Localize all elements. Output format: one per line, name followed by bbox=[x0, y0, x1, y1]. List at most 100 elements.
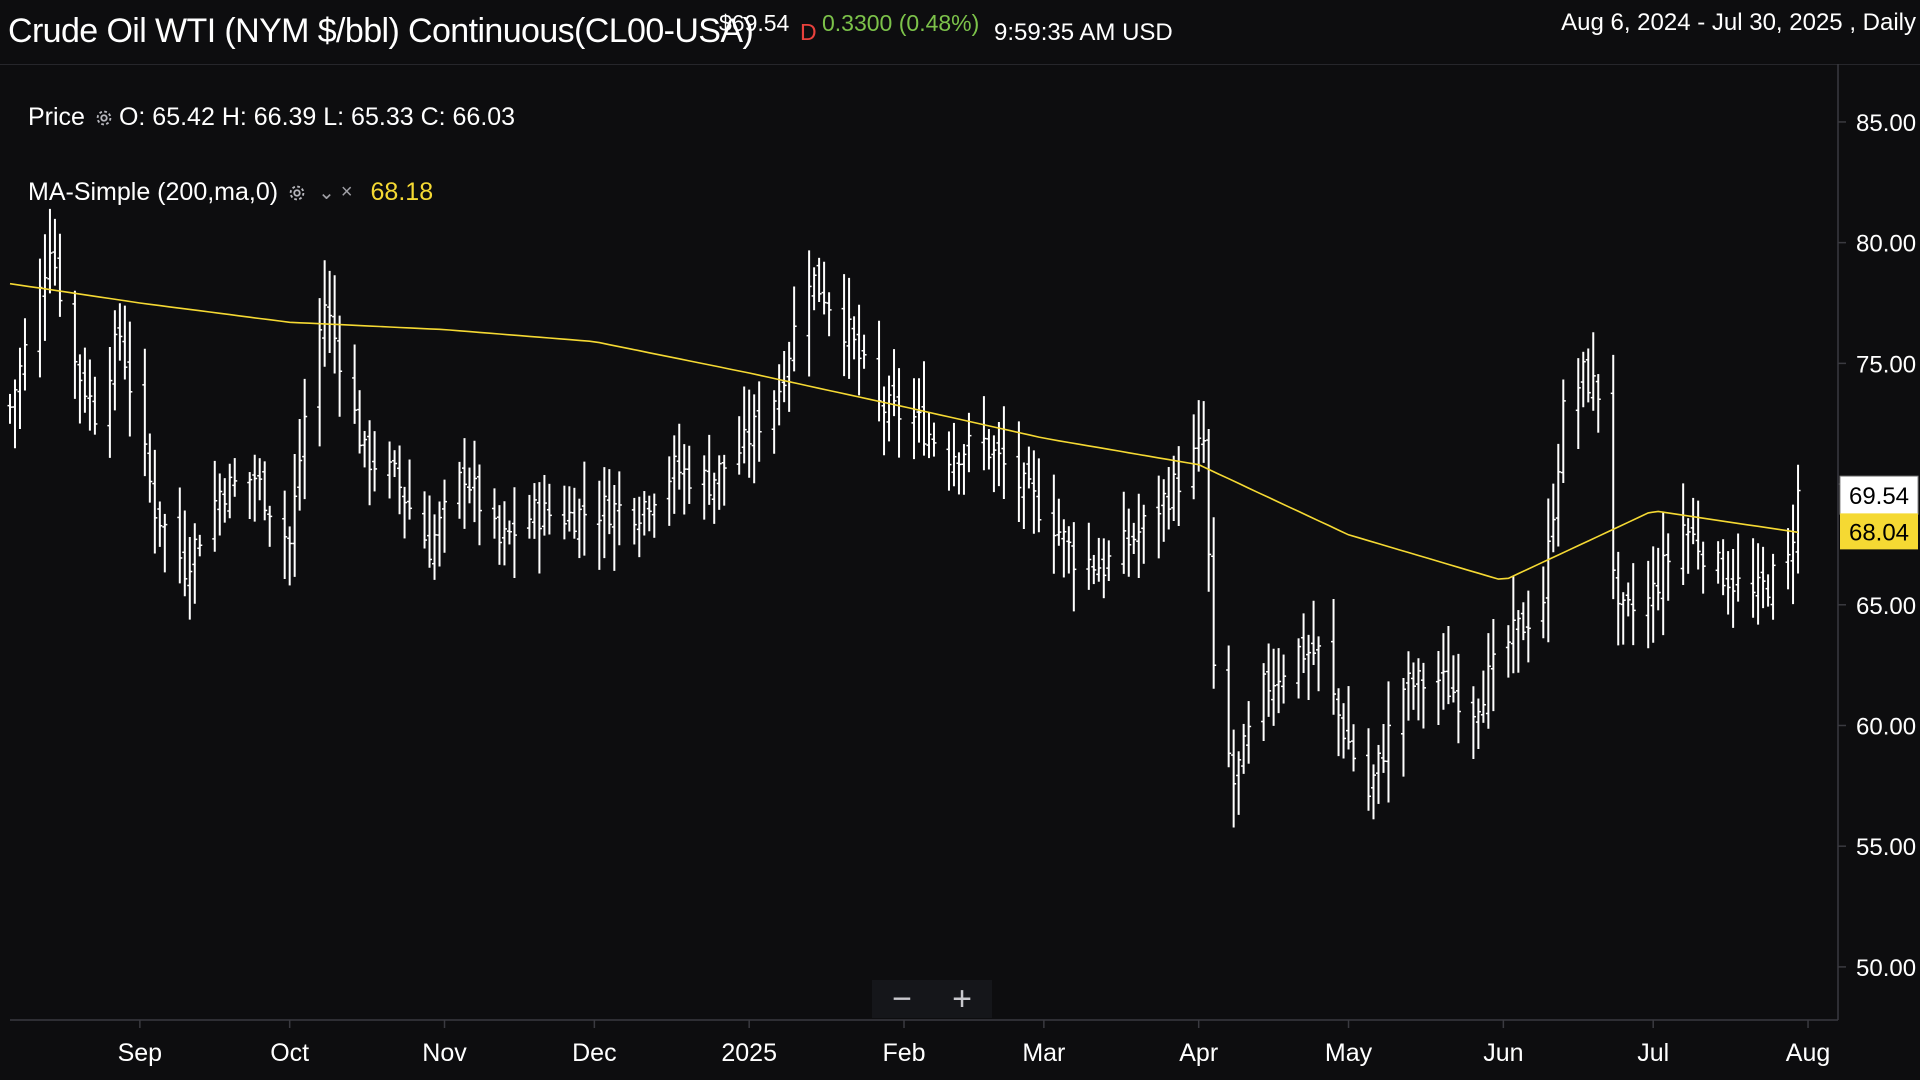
ma-settings-gear-icon[interactable] bbox=[286, 182, 308, 204]
x-tick-label: May bbox=[1325, 1039, 1373, 1067]
ohlc-bar bbox=[1306, 634, 1312, 701]
ohlc-bar bbox=[1550, 483, 1556, 553]
ohlc-bar bbox=[816, 257, 822, 302]
ohlc-bar bbox=[601, 467, 607, 559]
ohlc-bar bbox=[7, 393, 13, 424]
ohlc-bar bbox=[541, 474, 547, 536]
ma-expand-chevron-icon[interactable]: ⌄ bbox=[318, 182, 335, 204]
ohlc-bar bbox=[1420, 662, 1426, 729]
ohlc-bar bbox=[1276, 648, 1282, 714]
ohlc-bar bbox=[47, 208, 53, 294]
instrument-title: Crude Oil WTI (NYM $/bbl) Continuous(CL0… bbox=[8, 12, 754, 50]
ohlc-bar bbox=[886, 375, 892, 442]
ohlc-bar bbox=[1331, 599, 1337, 715]
ohlc-bar bbox=[1016, 421, 1022, 523]
ohlc-bar bbox=[956, 452, 962, 495]
ohlc-bar bbox=[946, 431, 952, 491]
ohlc-bar bbox=[337, 315, 343, 417]
y-tick-label: 65.00 bbox=[1856, 593, 1916, 620]
x-tick-label: Nov bbox=[422, 1039, 467, 1067]
ohlc-bar bbox=[1201, 401, 1207, 463]
x-tick-label: Aug bbox=[1786, 1039, 1830, 1067]
ohlc-bar bbox=[1575, 358, 1581, 450]
ohlc-bar bbox=[1191, 414, 1197, 500]
ohlc-bar bbox=[217, 473, 223, 536]
ohlc-bar bbox=[1470, 686, 1476, 760]
ohlc-bar bbox=[1790, 504, 1796, 605]
ohlc-bar bbox=[1480, 670, 1486, 723]
ohlc-bar bbox=[1620, 592, 1626, 645]
ohlc-bar bbox=[1490, 619, 1496, 712]
ohlc-bar bbox=[466, 467, 472, 504]
zoom-in-button[interactable]: + bbox=[952, 980, 972, 1018]
ohlc-bar bbox=[1351, 724, 1357, 772]
ohlc-bar bbox=[631, 497, 637, 545]
y-tick-label: 50.00 bbox=[1856, 955, 1916, 982]
ohlc-bar bbox=[981, 396, 987, 471]
ohlc-bar bbox=[736, 416, 742, 475]
ohlc-bar bbox=[367, 420, 373, 506]
ohlc-bar bbox=[1505, 625, 1511, 678]
ohlc-bar bbox=[232, 458, 238, 497]
ma-legend-value: 68.18 bbox=[370, 178, 434, 206]
zoom-controls: − + bbox=[872, 980, 992, 1018]
ohlc-bar bbox=[1156, 475, 1162, 559]
ohlc-bar bbox=[177, 487, 183, 584]
ohlc-bar bbox=[776, 364, 782, 426]
ohlc-bar bbox=[741, 386, 747, 464]
ohlc-bar bbox=[1106, 540, 1112, 582]
ohlc-bar bbox=[1525, 590, 1531, 663]
ohlc-bar bbox=[496, 505, 502, 565]
ohlc-bar bbox=[192, 523, 198, 604]
ohlc-bar bbox=[432, 514, 438, 580]
ohlc-bar bbox=[1625, 582, 1631, 617]
ohlc-bar bbox=[37, 258, 43, 378]
ohlc-bar bbox=[1655, 547, 1661, 611]
ohlc-bar bbox=[841, 274, 847, 377]
ohlc-bar bbox=[282, 490, 288, 580]
ohlc-bar bbox=[1645, 560, 1651, 649]
ohlc-bar bbox=[1765, 574, 1771, 607]
ohlc-bar bbox=[1750, 538, 1756, 618]
ohlc-bar bbox=[786, 341, 792, 412]
ohlc-bar bbox=[506, 520, 512, 545]
ohlc-bar bbox=[1720, 539, 1726, 596]
ohlc-bar bbox=[392, 450, 398, 478]
ohlc-bar bbox=[1630, 563, 1636, 646]
zoom-out-button[interactable]: − bbox=[892, 980, 912, 1018]
ohlc-bar bbox=[961, 444, 967, 495]
date-range-selector[interactable]: Aug 6, 2024 - Jul 30, 2025 , Daily bbox=[1561, 9, 1916, 36]
ohlc-bar bbox=[457, 461, 462, 519]
ohlc-bar bbox=[1415, 658, 1421, 721]
ohlc-bar bbox=[611, 485, 617, 571]
ohlc-bar bbox=[711, 472, 717, 524]
ohlc-bar bbox=[526, 494, 532, 539]
ma-remove-close-icon[interactable]: × bbox=[340, 181, 353, 203]
ohlc-bar bbox=[117, 303, 123, 361]
ohlc-bar bbox=[357, 390, 363, 454]
ohlc-bar bbox=[362, 430, 368, 468]
ohlc-bar bbox=[12, 379, 18, 449]
ohlc-bars bbox=[7, 208, 1801, 828]
ohlc-bar bbox=[87, 359, 93, 431]
delayed-flag: D bbox=[800, 19, 817, 45]
chart-header: Crude Oil WTI (NYM $/bbl) Continuous(CL0… bbox=[0, 0, 1920, 65]
ohlc-bar bbox=[991, 435, 997, 493]
ohlc-bar bbox=[222, 478, 228, 523]
price-settings-gear-icon[interactable] bbox=[93, 107, 115, 129]
ohlc-bar bbox=[1760, 546, 1766, 609]
ohlc-bar bbox=[1650, 546, 1656, 643]
price-legend: Price O: 65.42 H: 66.39 L: 65.33 C: 66.0… bbox=[28, 103, 515, 132]
x-tick-label: Feb bbox=[882, 1039, 925, 1067]
ohlc-bar bbox=[1435, 651, 1441, 726]
ohlc-bar bbox=[1051, 474, 1057, 574]
ohlc-bar bbox=[437, 501, 443, 567]
ohlc-bar bbox=[157, 501, 163, 547]
ohlc-bar bbox=[1380, 724, 1386, 773]
ohlc-bar bbox=[806, 250, 812, 377]
ohlc-bar bbox=[1026, 446, 1032, 489]
ohlc-bar bbox=[112, 310, 118, 411]
ohlc-bar bbox=[771, 390, 777, 454]
ohlc-bar bbox=[1036, 458, 1042, 533]
